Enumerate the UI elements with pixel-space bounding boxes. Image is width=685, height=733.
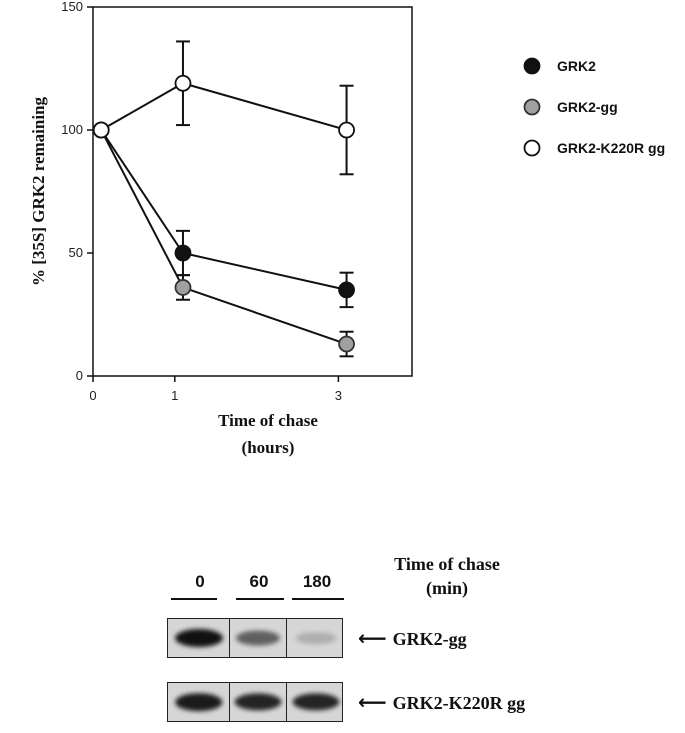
blot-title-line2: (min): [426, 578, 468, 598]
y-tick-label: 100: [61, 122, 83, 137]
data-point: [174, 74, 192, 92]
lane-label-0: 0: [195, 572, 205, 591]
legend-label: GRK2-K220R gg: [557, 140, 665, 156]
blot-lane: [168, 683, 230, 721]
series-line-2: [100, 82, 347, 131]
x-axis-label: Time of chase: [218, 411, 318, 430]
lane-rule-180: [292, 598, 344, 600]
series-line-1: [100, 129, 347, 345]
series-line-0: [100, 129, 347, 291]
protein-band: [236, 630, 280, 646]
protein-band: [234, 693, 282, 711]
y-tick-label: 0: [76, 368, 83, 383]
x-tick-label: 1: [171, 388, 178, 403]
data-point: [174, 244, 192, 262]
blot-row-label-text: GRK2-K220R gg: [392, 693, 526, 713]
lane-label-60: 60: [249, 572, 269, 591]
blot-lane: [287, 683, 342, 721]
data-point: [338, 121, 355, 139]
blot-lane: [230, 619, 287, 657]
data-point: [338, 335, 355, 353]
legend-marker: [523, 98, 541, 116]
data-point: [174, 279, 192, 296]
protein-band: [295, 632, 336, 644]
lane-label-180: 180: [302, 572, 332, 591]
blot-title-line1: Time of chase: [394, 554, 500, 574]
data-point: [338, 281, 355, 299]
blot-row-grk2-gg: [167, 618, 343, 658]
x-tick-label: 3: [335, 388, 342, 403]
blot-lane: [168, 619, 230, 657]
left-arrow-icon: ⟵: [358, 626, 387, 650]
blot-lane: [287, 619, 342, 657]
y-tick-label: 150: [61, 0, 83, 14]
legend-marker: [523, 57, 541, 75]
legend-label: GRK2: [557, 58, 596, 74]
legend-marker: [523, 139, 541, 157]
protein-band: [174, 693, 223, 711]
chart-legend: GRK2 GRK2-gg GRK2-K220R gg: [523, 57, 665, 157]
line-chart: 0 50 100 150 0 1 3 Time of chase (hours) % [35S] …: [29, 0, 665, 457]
x-axis-label-unit: (hours): [242, 438, 295, 457]
protein-band: [174, 629, 223, 647]
legend-label: GRK2-gg: [557, 99, 618, 115]
y-tick-label: 50: [69, 245, 83, 260]
blot-row-label-text: GRK2-gg: [392, 629, 467, 649]
x-tick-label: 0: [89, 388, 96, 403]
plot-frame: [92, 6, 413, 377]
chart-axes: 0 50 100 150 0 1 3 Time of chase (hours) % [35S] …: [29, 0, 413, 457]
blot-row-label-grk2-k220r-gg: ⟵ GRK2-K220R gg: [358, 690, 525, 714]
blot-row-label-grk2-gg: ⟵ GRK2-gg: [358, 626, 467, 650]
y-axis-label: % [35S] GRK2 remaining: [29, 96, 48, 286]
blot-title: Time of chase (min): [366, 552, 528, 600]
blot-lane: [230, 683, 287, 721]
data-point: [92, 121, 110, 139]
lane-rule-0: [171, 598, 217, 600]
protein-band: [292, 693, 339, 711]
lane-rule-60: [236, 598, 284, 600]
chart-series: [92, 40, 355, 358]
blot-row-grk2-k220r-gg: [167, 682, 343, 722]
left-arrow-icon: ⟵: [358, 690, 387, 714]
